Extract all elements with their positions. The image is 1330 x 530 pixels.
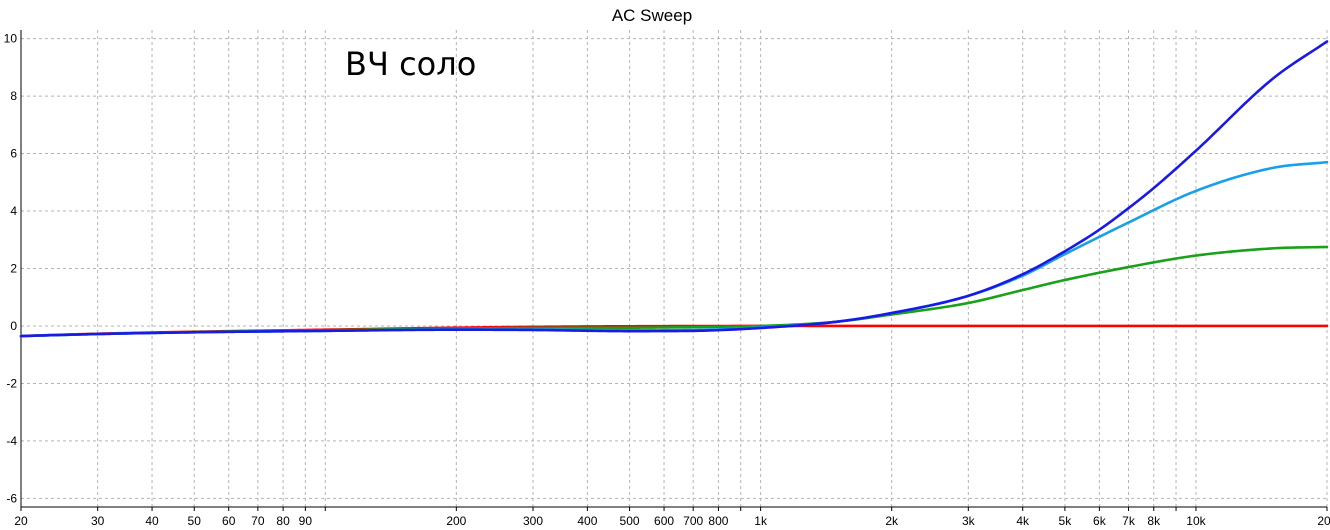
y-tick-label: -6 [6, 491, 17, 505]
plot-grid [20, 30, 1328, 507]
x-tick-label: 5k [1059, 514, 1073, 528]
x-tick-label: 30 [91, 514, 105, 528]
x-tick-label: 800 [708, 514, 728, 528]
x-tick-label: 50 [188, 514, 202, 528]
x-tick-label: 80 [276, 514, 290, 528]
series-layer [19, 40, 1329, 338]
x-tick-label: 70 [251, 514, 265, 528]
x-tick-label: 4k [1016, 514, 1030, 528]
chart-title: AC Sweep [612, 6, 692, 25]
x-tick-label: 60 [222, 514, 236, 528]
chart-annotation: ВЧ соло [345, 45, 476, 83]
x-tick-label: 20k [1317, 514, 1330, 528]
y-tick-label: 8 [10, 89, 17, 103]
x-tick-label: 600 [654, 514, 674, 528]
y-tick-label: -4 [6, 434, 17, 448]
x-tick-label: 10k [1186, 514, 1206, 528]
y-axis-ticks: 10 8 6 4 2 0 -2 -4 -6 [4, 32, 18, 506]
x-tick-label: 8k [1147, 514, 1161, 528]
x-tick-label: 1k [754, 514, 768, 528]
series-line-4 [19, 40, 1329, 338]
x-axis-ticks: 20 30 40 50 60 70 80 90 200 300 400 500 600 700 800 1k 2… [14, 514, 1330, 528]
y-tick-label: 0 [10, 319, 17, 333]
x-tick-label: 7k [1122, 514, 1136, 528]
x-tick-label: 400 [577, 514, 597, 528]
y-tick-label: 6 [10, 147, 17, 161]
x-tick-label: 700 [683, 514, 703, 528]
x-tick-label: 500 [620, 514, 640, 528]
x-tick-label: 90 [299, 514, 313, 528]
x-tick-label: 300 [523, 514, 543, 528]
x-tick-label: 20 [14, 514, 28, 528]
y-tick-label: -2 [6, 376, 17, 390]
x-tick-label: 2k [885, 514, 899, 528]
x-tick-label: 200 [446, 514, 466, 528]
y-tick-label: 10 [4, 32, 18, 46]
x-tick-label: 6k [1093, 514, 1107, 528]
y-tick-label: 4 [10, 204, 17, 218]
y-tick-label: 2 [10, 262, 17, 276]
x-tick-label: 40 [145, 514, 159, 528]
x-tick-label: 3k [962, 514, 976, 528]
plot-axes [20, 30, 1328, 511]
